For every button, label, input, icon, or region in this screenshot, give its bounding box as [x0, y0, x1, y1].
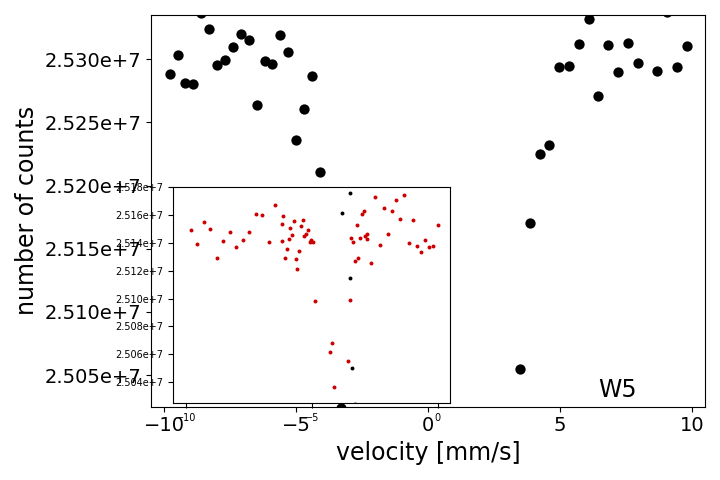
Point [612, 68, 624, 76]
Text: W5: W5 [598, 378, 637, 402]
Point [212, 61, 223, 69]
Point [603, 41, 614, 48]
Point [322, 230, 333, 238]
Point [172, 51, 184, 59]
Point [235, 30, 246, 37]
Point [258, 58, 270, 65]
Point [290, 136, 302, 144]
Point [219, 57, 230, 64]
Point [243, 36, 254, 44]
Point [671, 63, 683, 71]
Point [180, 79, 192, 86]
Point [251, 101, 262, 108]
Point [330, 212, 341, 220]
Point [333, 371, 344, 379]
Point [514, 366, 526, 373]
Point [336, 404, 347, 412]
Point [338, 436, 350, 444]
Point [204, 25, 215, 33]
Point [622, 39, 634, 47]
Point [631, 59, 643, 67]
Point [266, 60, 278, 68]
X-axis label: velocity [mm/s]: velocity [mm/s] [336, 441, 521, 465]
Point [314, 168, 325, 176]
Point [534, 150, 545, 158]
Point [681, 42, 693, 50]
Point [188, 80, 199, 87]
Point [593, 93, 604, 100]
Point [306, 72, 318, 79]
Point [642, 4, 653, 12]
Point [227, 43, 238, 50]
Point [274, 31, 286, 39]
Point [563, 62, 575, 70]
Point [661, 9, 672, 16]
Point [582, 15, 594, 23]
Point [330, 289, 341, 297]
Point [524, 219, 536, 227]
Point [298, 105, 310, 113]
Point [196, 10, 207, 17]
Point [544, 141, 555, 149]
Point [652, 67, 663, 75]
Point [573, 40, 585, 48]
Point [164, 70, 176, 78]
Point [554, 63, 565, 71]
Y-axis label: number of counts: number of counts [15, 106, 39, 315]
Point [282, 48, 294, 56]
